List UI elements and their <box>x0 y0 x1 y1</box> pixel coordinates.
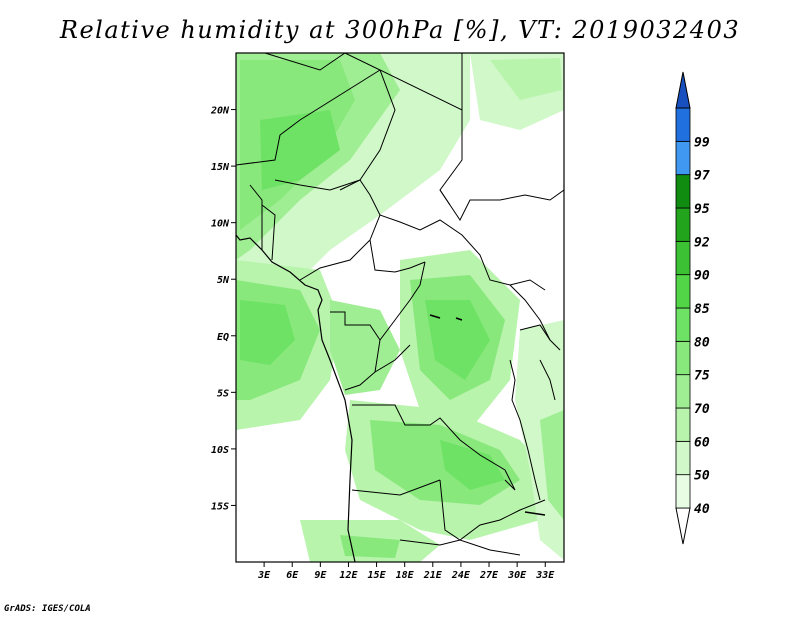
colorbar-box <box>675 107 691 142</box>
colorbar-label: 75 <box>694 369 710 384</box>
colorbar-box <box>675 407 691 442</box>
colorbar-label: 70 <box>694 402 710 417</box>
colorbar-label: 80 <box>694 335 710 350</box>
lat-tick-label: 15S <box>211 501 229 512</box>
map-frame <box>235 52 565 563</box>
lon-tick-label: 12E <box>339 570 358 581</box>
colorbar-label: 85 <box>694 302 710 317</box>
colorbar-label: 90 <box>694 269 710 284</box>
colorbar-box <box>675 307 691 342</box>
lat-tick-label: 20N <box>210 106 230 117</box>
lon-tick-label: 30E <box>507 570 527 581</box>
colorbar-label: 99 <box>694 135 710 150</box>
colorbar-box <box>675 440 691 476</box>
colorbar-label: 50 <box>694 469 710 484</box>
lon-tick-label: 24E <box>451 570 471 581</box>
lon-tick-label: 33E <box>535 570 555 581</box>
colorbar-box <box>675 174 691 209</box>
colorbar-box <box>675 274 691 309</box>
lat-tick-label: EQ <box>217 332 229 343</box>
lon-tick-label: 15E <box>368 570 387 581</box>
lat-tick-label: 10N <box>211 219 230 230</box>
colorbar-over-triangle <box>675 71 691 109</box>
colorbar-box <box>675 340 691 376</box>
colorbar-label: 97 <box>694 169 710 184</box>
humidity-shading <box>236 53 564 562</box>
lon-tick-label: 21E <box>423 570 443 581</box>
latitude-axis: 20N 15N 10N 5N EQ 5S 10S 15S <box>210 106 236 512</box>
colorbar: 40 50 60 70 75 80 85 90 92 95 97 99 <box>675 71 710 545</box>
colorbar-label: 40 <box>694 502 710 517</box>
lon-tick-label: 27E <box>479 570 499 581</box>
colorbar-box <box>675 374 691 409</box>
colorbar-box <box>675 207 691 242</box>
plot-title: Relative humidity at 300hPa [%], VT: 201… <box>59 16 741 44</box>
lat-tick-label: 15N <box>211 162 230 173</box>
colorbar-label: 95 <box>694 202 710 217</box>
colorbar-box <box>675 140 691 176</box>
lon-tick-label: 3E <box>257 570 271 581</box>
lon-tick-label: 6E <box>286 570 299 581</box>
colorbar-label: 60 <box>694 435 710 450</box>
lat-tick-label: 5S <box>217 388 229 399</box>
lon-tick-label: 18E <box>396 570 415 581</box>
lon-tick-label: 9E <box>314 570 327 581</box>
colorbar-label: 92 <box>694 235 710 250</box>
colorbar-box <box>675 240 691 276</box>
country-boundaries <box>236 53 564 562</box>
grads-credit: GrADS: IGES/COLA <box>4 604 91 614</box>
longitude-axis: 3E 6E 9E 12E 15E 18E 21E 24E 27E 30E 33E <box>257 562 555 581</box>
lat-tick-label: 10S <box>211 445 229 456</box>
lat-tick-label: 5N <box>217 275 230 286</box>
colorbar-under-triangle <box>675 507 691 545</box>
colorbar-box <box>675 474 691 509</box>
